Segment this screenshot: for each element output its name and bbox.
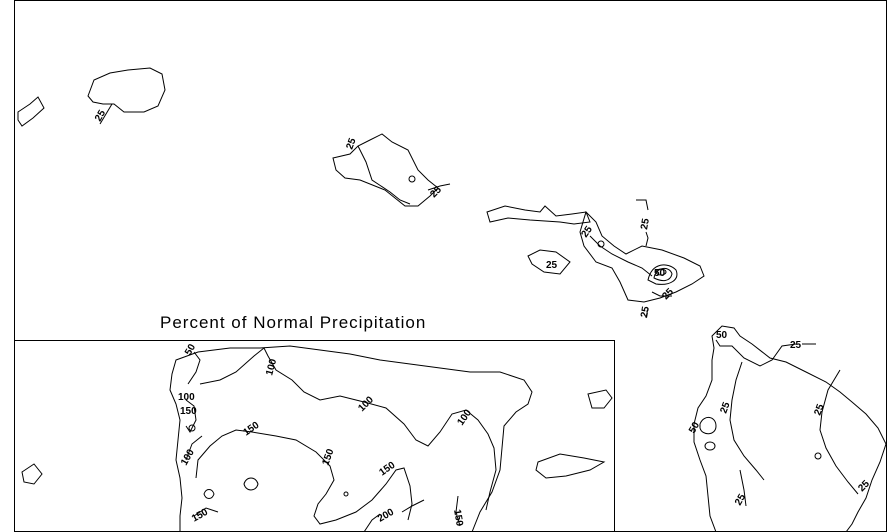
maui-contour-label-south: 25 [660,286,676,302]
pr-contour-label-w150: 150 [180,406,197,417]
lanai-coastline [527,249,571,275]
kauai-contour [99,103,113,125]
lanai-contour-label: 25 [546,260,558,271]
hawaii-contour-sw [739,469,747,507]
pr-contour-150-inner [195,429,413,525]
maui-contour-south [651,291,672,297]
pr-contour-southeast-150 [455,495,461,527]
hawaii-contour-west-inner [704,441,716,451]
oahu-contour-label-right: 25 [428,184,444,200]
pr-contour-nw [187,351,201,385]
maui-contour-b [647,264,678,285]
pr-contour-closed-2 [203,489,215,499]
pr-contour-south-150 [193,507,219,517]
puerto-rico-inset-frame [14,340,615,532]
molokai-contour-north [636,199,649,211]
oahu-contour [357,145,411,205]
oahu-contour-closed [408,175,416,183]
pr-contour-label-nw: 50 [183,342,198,358]
hawaii-contour-label-center-1: 25 [718,400,732,415]
pr-contour-100-north [199,347,497,511]
pr-contour-south-200 [363,499,425,532]
maui-contour-c [653,268,673,282]
oahu-coastline [332,133,439,207]
pr-contour-closed-3 [343,491,349,497]
pr-contour-west-closed [188,424,196,432]
pr-contour-label-n1: 100 [264,357,279,376]
molokai-contour-label: 25 [639,217,652,230]
maui-contour-a [589,235,653,277]
hawaii-contour-label-west: 50 [687,420,702,436]
hawaii-contour-east [819,369,859,495]
hawaii-contour-label-ne: 25 [790,340,802,351]
hawaii-contour-label-se: 25 [856,478,872,494]
hawaii-contour-label-sw: 25 [733,492,748,508]
kauai-coastline [87,67,166,113]
hawaii-contour-west [699,417,717,435]
oahu-contour-label-left: 25 [344,136,358,151]
pr-contour-closed-1 [243,477,259,491]
maui-contour-label-peak: 50 [654,268,666,279]
hawaii-contour-center [729,361,765,481]
maui-contour-sw [645,307,649,319]
hawaii-contour-label-nw: 50 [716,330,728,341]
puerto-rico-coastline [169,345,533,532]
pr-contour-label-w100: 100 [178,392,195,403]
culebra-coastline [587,389,613,409]
kauai-contour-label: 25 [93,108,108,124]
pr-contour-label-se150: 150 [451,509,465,528]
hawaii-contour-closed [814,452,822,460]
maui-contour-peak [655,268,667,276]
vieques-coastline [535,453,606,479]
molokai-coastline [486,205,591,225]
map-title: Percent of Normal Precipitation [160,313,426,332]
maui-coastline [579,211,705,303]
hawaii-contour-nw [715,339,797,367]
pr-contour-west-150 [185,399,197,433]
hawaii-contour-label-center-2: 25 [812,402,826,417]
maui-contour-label-sw: 25 [639,305,652,318]
mona-coastline [21,463,43,485]
pr-contour-sw100 [185,435,203,461]
oahu-contour-east [427,183,451,191]
hawaii-coastline [693,325,887,532]
molokai-contour [645,231,649,247]
niihau-coastline [17,96,45,127]
